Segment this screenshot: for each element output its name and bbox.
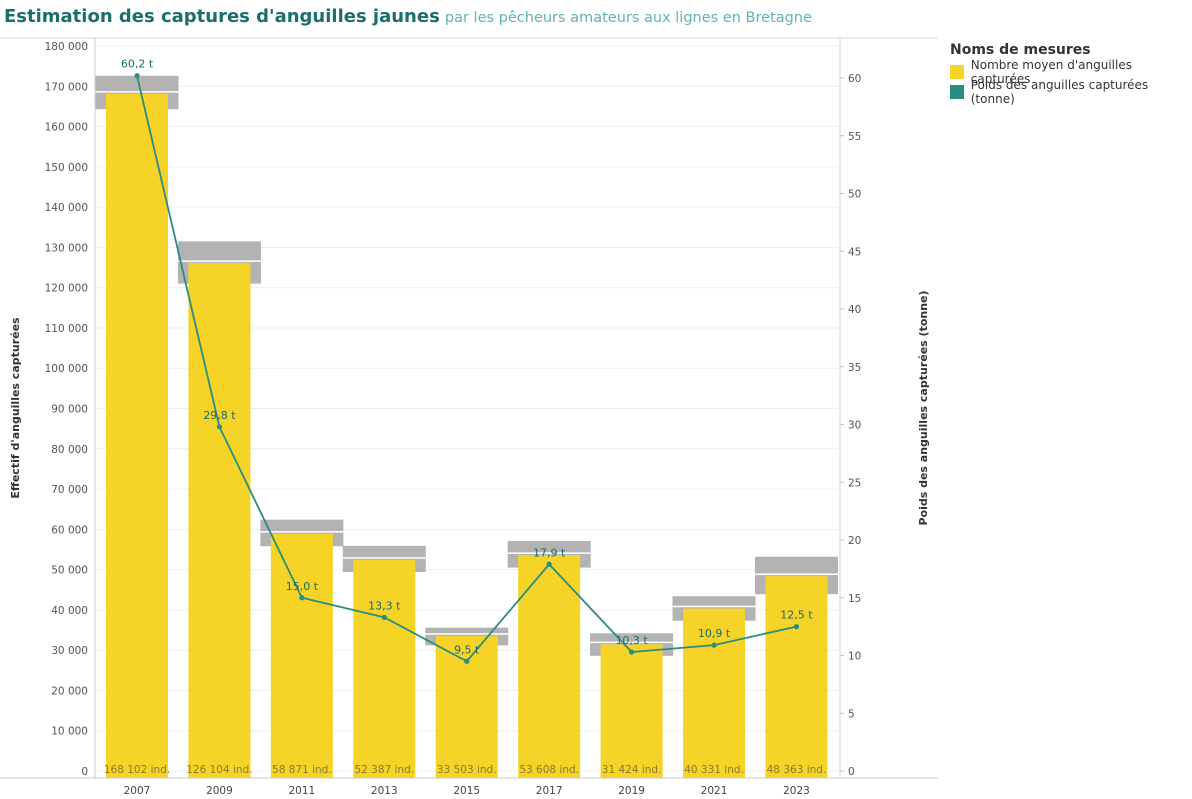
y2-tick-label: 40 [848, 304, 861, 316]
y-tick-label: 50 000 [51, 565, 88, 577]
weight-value-label: 12,5 t [780, 609, 813, 622]
x-tick-label: 2023 [783, 785, 810, 797]
y-tick-label: 60 000 [51, 524, 88, 536]
bar [435, 636, 498, 778]
y-tick-label: 10 000 [51, 726, 88, 738]
y2-tick-label: 60 [848, 73, 861, 85]
y-tick-label: 150 000 [45, 162, 88, 174]
weight-point [711, 642, 717, 648]
weight-value-label: 17,9 t [533, 546, 566, 559]
y-axis-label: Effectif d'anguilles capturées [9, 317, 22, 499]
weight-value-label: 60,2 t [121, 58, 154, 71]
y-tick-label: 100 000 [45, 363, 88, 375]
x-tick-label: 2019 [618, 785, 645, 797]
y-tick-label: 30 000 [51, 645, 88, 657]
chart-title-sub: par les pêcheurs amateurs aux lignes en … [444, 10, 812, 26]
bar-value-labels: 168 102 ind. 126 104 ind. 58 871 ind. 52 38… [104, 764, 826, 776]
bar [765, 576, 828, 778]
weight-point [793, 624, 800, 630]
y2-axis-label: Poids des anguilles capturées (tonne) [917, 290, 930, 525]
bar [683, 608, 746, 778]
bar-value-label: 53 608 ind. [519, 764, 579, 776]
bar [518, 555, 581, 778]
y-tick-label: 160 000 [45, 122, 88, 134]
y2-tick-label: 0 [848, 766, 855, 778]
bar-value-label: 126 104 ind. [186, 764, 252, 776]
y-tick-label: 40 000 [51, 605, 88, 617]
weight-value-label: 29,8 t [203, 409, 236, 422]
y-tick-label: 90 000 [51, 404, 88, 416]
bar-value-label: 52 387 ind. [354, 764, 414, 776]
legend: Noms de mesures Nombre moyen d'anguilles… [950, 42, 1192, 106]
weight-value-label: 10,3 t [615, 634, 648, 647]
y2-tick-label: 15 [848, 593, 861, 605]
bar [188, 263, 251, 778]
chart-title: Estimation des captures d'anguilles jaun… [4, 6, 812, 27]
bar-value-label: 58 871 ind. [272, 764, 332, 776]
y2-tick-label: 50 [848, 189, 861, 201]
bar [270, 533, 333, 778]
weight-point [134, 73, 140, 79]
y-tick-label: 130 000 [45, 242, 88, 254]
weight-point [216, 424, 223, 430]
y-tick-label: 180 000 [45, 41, 88, 53]
chart-title-main: Estimation des captures d'anguilles jaun… [4, 6, 440, 27]
right-axis-ticks: 0 5 10 15 20 25 30 35 40 45 50 55 60 [840, 73, 861, 778]
y2-tick-label: 25 [848, 477, 861, 489]
x-tick-label: 2021 [701, 785, 728, 797]
weight-value-label: 9,5 t [454, 643, 480, 656]
y2-tick-label: 10 [848, 651, 861, 663]
bar [353, 559, 416, 778]
weight-value-label: 13,3 t [368, 599, 401, 612]
y2-tick-label: 55 [848, 131, 861, 143]
y2-tick-label: 35 [848, 362, 861, 374]
bar-value-label: 168 102 ind. [104, 764, 170, 776]
legend-title: Noms de mesures [950, 42, 1091, 58]
weight-point [629, 649, 635, 655]
y-tick-label: 70 000 [51, 484, 88, 496]
y-tick-label: 80 000 [51, 444, 88, 456]
y-tick-label: 140 000 [45, 202, 88, 214]
y2-tick-label: 20 [848, 535, 861, 547]
y-tick-label: 120 000 [45, 283, 88, 295]
legend-item-count[interactable]: Nombre moyen d'anguilles capturées [950, 58, 1192, 86]
left-axis-ticks: 0 10 000 20 000 30 000 40 000 50 000 60 000 70 … [45, 41, 88, 778]
bar [106, 93, 168, 779]
x-tick-label: 2017 [536, 785, 563, 797]
x-tick-label: 2007 [124, 785, 151, 797]
legend-label-weight: Poids des anguilles capturées (tonne) [970, 78, 1149, 106]
bars [106, 93, 828, 779]
x-tick-label: 2015 [453, 785, 480, 797]
x-axis-labels: 2007 2009 2011 2013 2015 2017 2019 2021 2023 [124, 785, 810, 797]
x-tick-label: 2011 [288, 785, 315, 797]
weight-value-label: 15,0 t [286, 580, 319, 593]
y-tick-label: 20 000 [51, 685, 88, 697]
chart-area: 0 10 000 20 000 30 000 40 000 50 000 60 000 70 … [0, 37, 938, 797]
legend-label-count: Nombre moyen d'anguilles capturées [970, 58, 1132, 86]
bar-value-label: 48 363 ind. [767, 764, 827, 776]
y-tick-label: 110 000 [45, 323, 88, 335]
y-tick-label: 0 [81, 766, 88, 778]
y-tick-label: 170 000 [45, 81, 88, 93]
legend-swatch-weight [950, 85, 964, 99]
weight-point [299, 595, 305, 601]
bar-value-label: 31 424 ind. [602, 764, 662, 776]
weight-point [464, 658, 470, 664]
legend-swatch-count [950, 65, 964, 79]
y2-tick-label: 30 [848, 420, 861, 432]
x-tick-label: 2009 [206, 785, 233, 797]
bar [600, 644, 663, 778]
bar-value-label: 40 331 ind. [684, 764, 744, 776]
y2-tick-label: 45 [848, 246, 861, 258]
legend-item-weight[interactable]: Poids des anguilles capturées (tonne) [950, 78, 1192, 106]
weight-point [546, 561, 552, 567]
y2-tick-label: 5 [848, 708, 855, 720]
bar-value-label: 33 503 ind. [437, 764, 497, 776]
x-tick-label: 2013 [371, 785, 398, 797]
weight-point [381, 614, 387, 620]
weight-line-layer: 60,2 t 29,8 t 15,0 t 13,3 t 9,5 t 17,9 t 10,3 … [121, 58, 813, 664]
weight-value-label: 10,9 t [698, 627, 731, 640]
